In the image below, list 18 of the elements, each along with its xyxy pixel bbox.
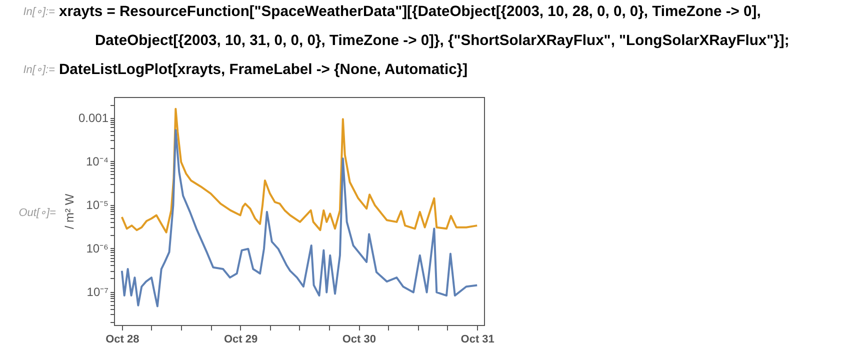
line-series xyxy=(120,129,478,308)
x-tick-label: Oct 28 xyxy=(106,334,140,346)
y-tick-label: 10⁻⁶ xyxy=(86,242,109,256)
x-tick-label: Oct 30 xyxy=(342,334,376,346)
text: In[∘]:= xyxy=(23,64,56,76)
x-tick-label: Oct 29 xyxy=(224,334,258,346)
y-tick-label: 10⁻⁵ xyxy=(86,198,109,212)
text: Out[∘]= xyxy=(18,207,57,219)
line-series xyxy=(120,108,478,234)
y-tick-label: 10⁻⁷ xyxy=(86,285,108,300)
y-tick-label: 0.001 xyxy=(78,111,109,126)
y-tick-label: 10⁻⁴ xyxy=(86,154,108,169)
x-tick-label: Oct 31 xyxy=(460,334,494,346)
text: DateListLogPlot[xrayts, FrameLabel -> {None, Automatic}] xyxy=(59,62,468,78)
text: xrayts = ResourceFunction["SpaceWeatherData"][{DateObject[{2003, 10, 28, 0, 0, 0}, TimeZone -> 0], xyxy=(59,4,761,20)
text: In[∘]:= xyxy=(23,6,56,18)
text: DateObject[{2003, 10, 31, 0, 0, 0}, TimeZone -> 0]}, {"ShortSolarXRayFlux", "LongSolarXRayFlux"}]; xyxy=(95,33,790,49)
y-axis-title: / m² W xyxy=(62,193,76,230)
